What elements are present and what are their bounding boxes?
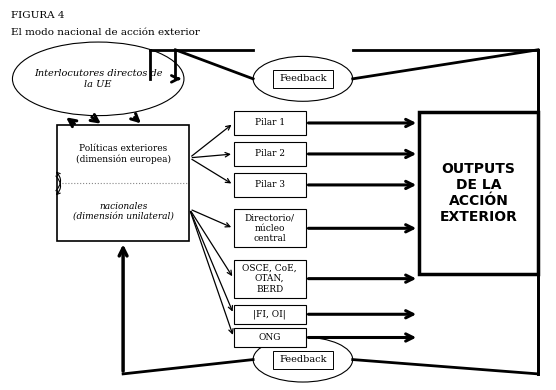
Ellipse shape bbox=[253, 57, 353, 101]
Bar bbox=[273, 351, 333, 369]
Text: El modo nacional de acción exterior: El modo nacional de acción exterior bbox=[11, 28, 200, 37]
Bar bbox=[273, 70, 333, 88]
Text: Pilar 3: Pilar 3 bbox=[255, 181, 285, 190]
Text: Feedback: Feedback bbox=[279, 355, 326, 364]
Bar bbox=[234, 173, 306, 197]
Bar bbox=[234, 111, 306, 135]
Text: OUTPUTS
DE LA
ACCIÓN
EXTERIOR: OUTPUTS DE LA ACCIÓN EXTERIOR bbox=[440, 162, 518, 224]
Text: FIGURA 4: FIGURA 4 bbox=[11, 11, 65, 20]
Ellipse shape bbox=[12, 42, 184, 115]
Bar bbox=[234, 328, 306, 347]
Bar bbox=[57, 125, 190, 241]
Text: ONG: ONG bbox=[259, 333, 281, 342]
Text: Directorio/
núcleo
central: Directorio/ núcleo central bbox=[245, 213, 295, 243]
Text: OSCE, CoE,
OTAN,
BERD: OSCE, CoE, OTAN, BERD bbox=[242, 264, 297, 294]
Text: Pilar 2: Pilar 2 bbox=[255, 149, 285, 158]
Bar bbox=[234, 260, 306, 298]
Text: Interlocutores directos de
la UE: Interlocutores directos de la UE bbox=[34, 69, 162, 89]
Text: Pilar 1: Pilar 1 bbox=[255, 119, 285, 128]
Text: Feedback: Feedback bbox=[279, 74, 326, 83]
Bar bbox=[234, 305, 306, 324]
Text: nacionales
(dimensión unilateral): nacionales (dimensión unilateral) bbox=[73, 202, 173, 221]
Ellipse shape bbox=[253, 337, 353, 382]
Bar bbox=[234, 209, 306, 247]
Bar bbox=[419, 112, 538, 275]
Text: Políticas exteriores
(dimensión europea): Políticas exteriores (dimensión europea) bbox=[76, 144, 171, 164]
Bar bbox=[234, 142, 306, 166]
Text: |FI, OI|: |FI, OI| bbox=[254, 310, 286, 319]
